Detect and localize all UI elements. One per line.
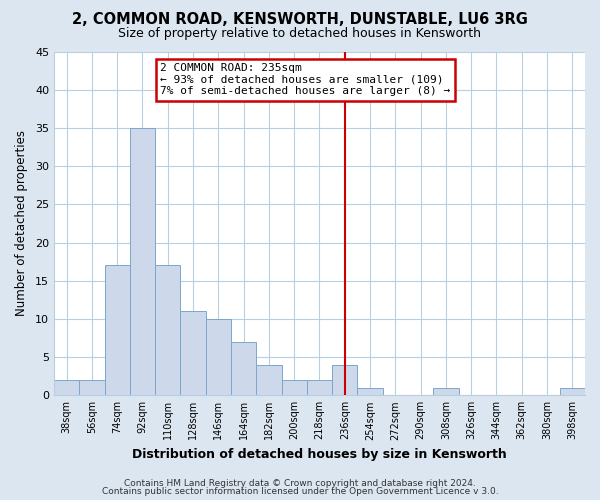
Y-axis label: Number of detached properties: Number of detached properties [15, 130, 28, 316]
Text: 2, COMMON ROAD, KENSWORTH, DUNSTABLE, LU6 3RG: 2, COMMON ROAD, KENSWORTH, DUNSTABLE, LU… [72, 12, 528, 28]
Bar [231, 342, 256, 396]
Text: Contains HM Land Registry data © Crown copyright and database right 2024.: Contains HM Land Registry data © Crown c… [124, 478, 476, 488]
Bar [54, 380, 79, 396]
Bar [433, 388, 458, 396]
Bar [281, 380, 307, 396]
Bar [79, 380, 104, 396]
Bar [332, 364, 358, 396]
Bar [155, 266, 181, 396]
Text: Contains public sector information licensed under the Open Government Licence v : Contains public sector information licen… [101, 487, 499, 496]
Text: Size of property relative to detached houses in Kensworth: Size of property relative to detached ho… [119, 28, 482, 40]
Bar [181, 312, 206, 396]
Bar [560, 388, 585, 396]
Bar [256, 364, 281, 396]
Bar [358, 388, 383, 396]
X-axis label: Distribution of detached houses by size in Kensworth: Distribution of detached houses by size … [132, 448, 507, 461]
Bar [130, 128, 155, 396]
Text: 2 COMMON ROAD: 235sqm
← 93% of detached houses are smaller (109)
7% of semi-deta: 2 COMMON ROAD: 235sqm ← 93% of detached … [160, 63, 451, 96]
Bar [104, 266, 130, 396]
Bar [206, 319, 231, 396]
Bar [307, 380, 332, 396]
